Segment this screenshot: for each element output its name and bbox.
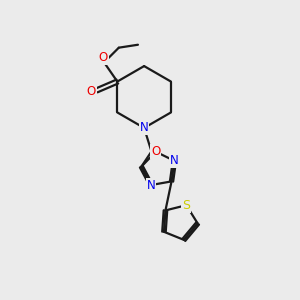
Text: O: O — [99, 52, 108, 64]
Text: O: O — [87, 85, 96, 98]
Text: N: N — [170, 154, 179, 167]
Text: N: N — [140, 122, 148, 134]
Text: O: O — [151, 145, 160, 158]
Text: N: N — [147, 178, 155, 191]
Text: S: S — [182, 199, 190, 212]
